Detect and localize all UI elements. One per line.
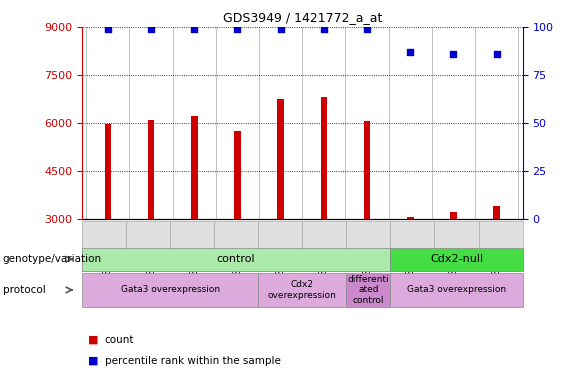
Point: [492, 51, 501, 57]
Point: [363, 26, 372, 32]
Point: [276, 26, 285, 32]
Text: genotype/variation: genotype/variation: [3, 254, 102, 264]
Title: GDS3949 / 1421772_a_at: GDS3949 / 1421772_a_at: [223, 11, 382, 24]
Text: Gata3 overexpression: Gata3 overexpression: [120, 285, 220, 295]
Point: [319, 26, 328, 32]
Point: [103, 26, 112, 32]
Text: control: control: [217, 254, 255, 264]
Point: [233, 26, 242, 32]
Bar: [364, 121, 370, 219]
Text: Cdx2
overexpression: Cdx2 overexpression: [268, 280, 337, 300]
Point: [406, 49, 415, 55]
Point: [146, 26, 155, 32]
Text: Gata3 overexpression: Gata3 overexpression: [407, 285, 506, 295]
Text: protocol: protocol: [3, 285, 46, 295]
Bar: [105, 124, 111, 219]
Point: [190, 26, 199, 32]
Bar: [321, 97, 327, 219]
Point: [449, 51, 458, 57]
Bar: [277, 99, 284, 219]
Bar: [191, 116, 198, 219]
Bar: [148, 120, 154, 219]
Text: differenti
ated
control: differenti ated control: [347, 275, 389, 305]
Text: Cdx2-null: Cdx2-null: [430, 254, 483, 264]
Bar: [234, 131, 241, 219]
Text: ■: ■: [88, 335, 98, 345]
Bar: [450, 212, 457, 219]
Text: percentile rank within the sample: percentile rank within the sample: [105, 356, 280, 366]
Text: ■: ■: [88, 356, 98, 366]
Text: count: count: [105, 335, 134, 345]
Bar: [493, 206, 500, 219]
Bar: [407, 217, 414, 219]
